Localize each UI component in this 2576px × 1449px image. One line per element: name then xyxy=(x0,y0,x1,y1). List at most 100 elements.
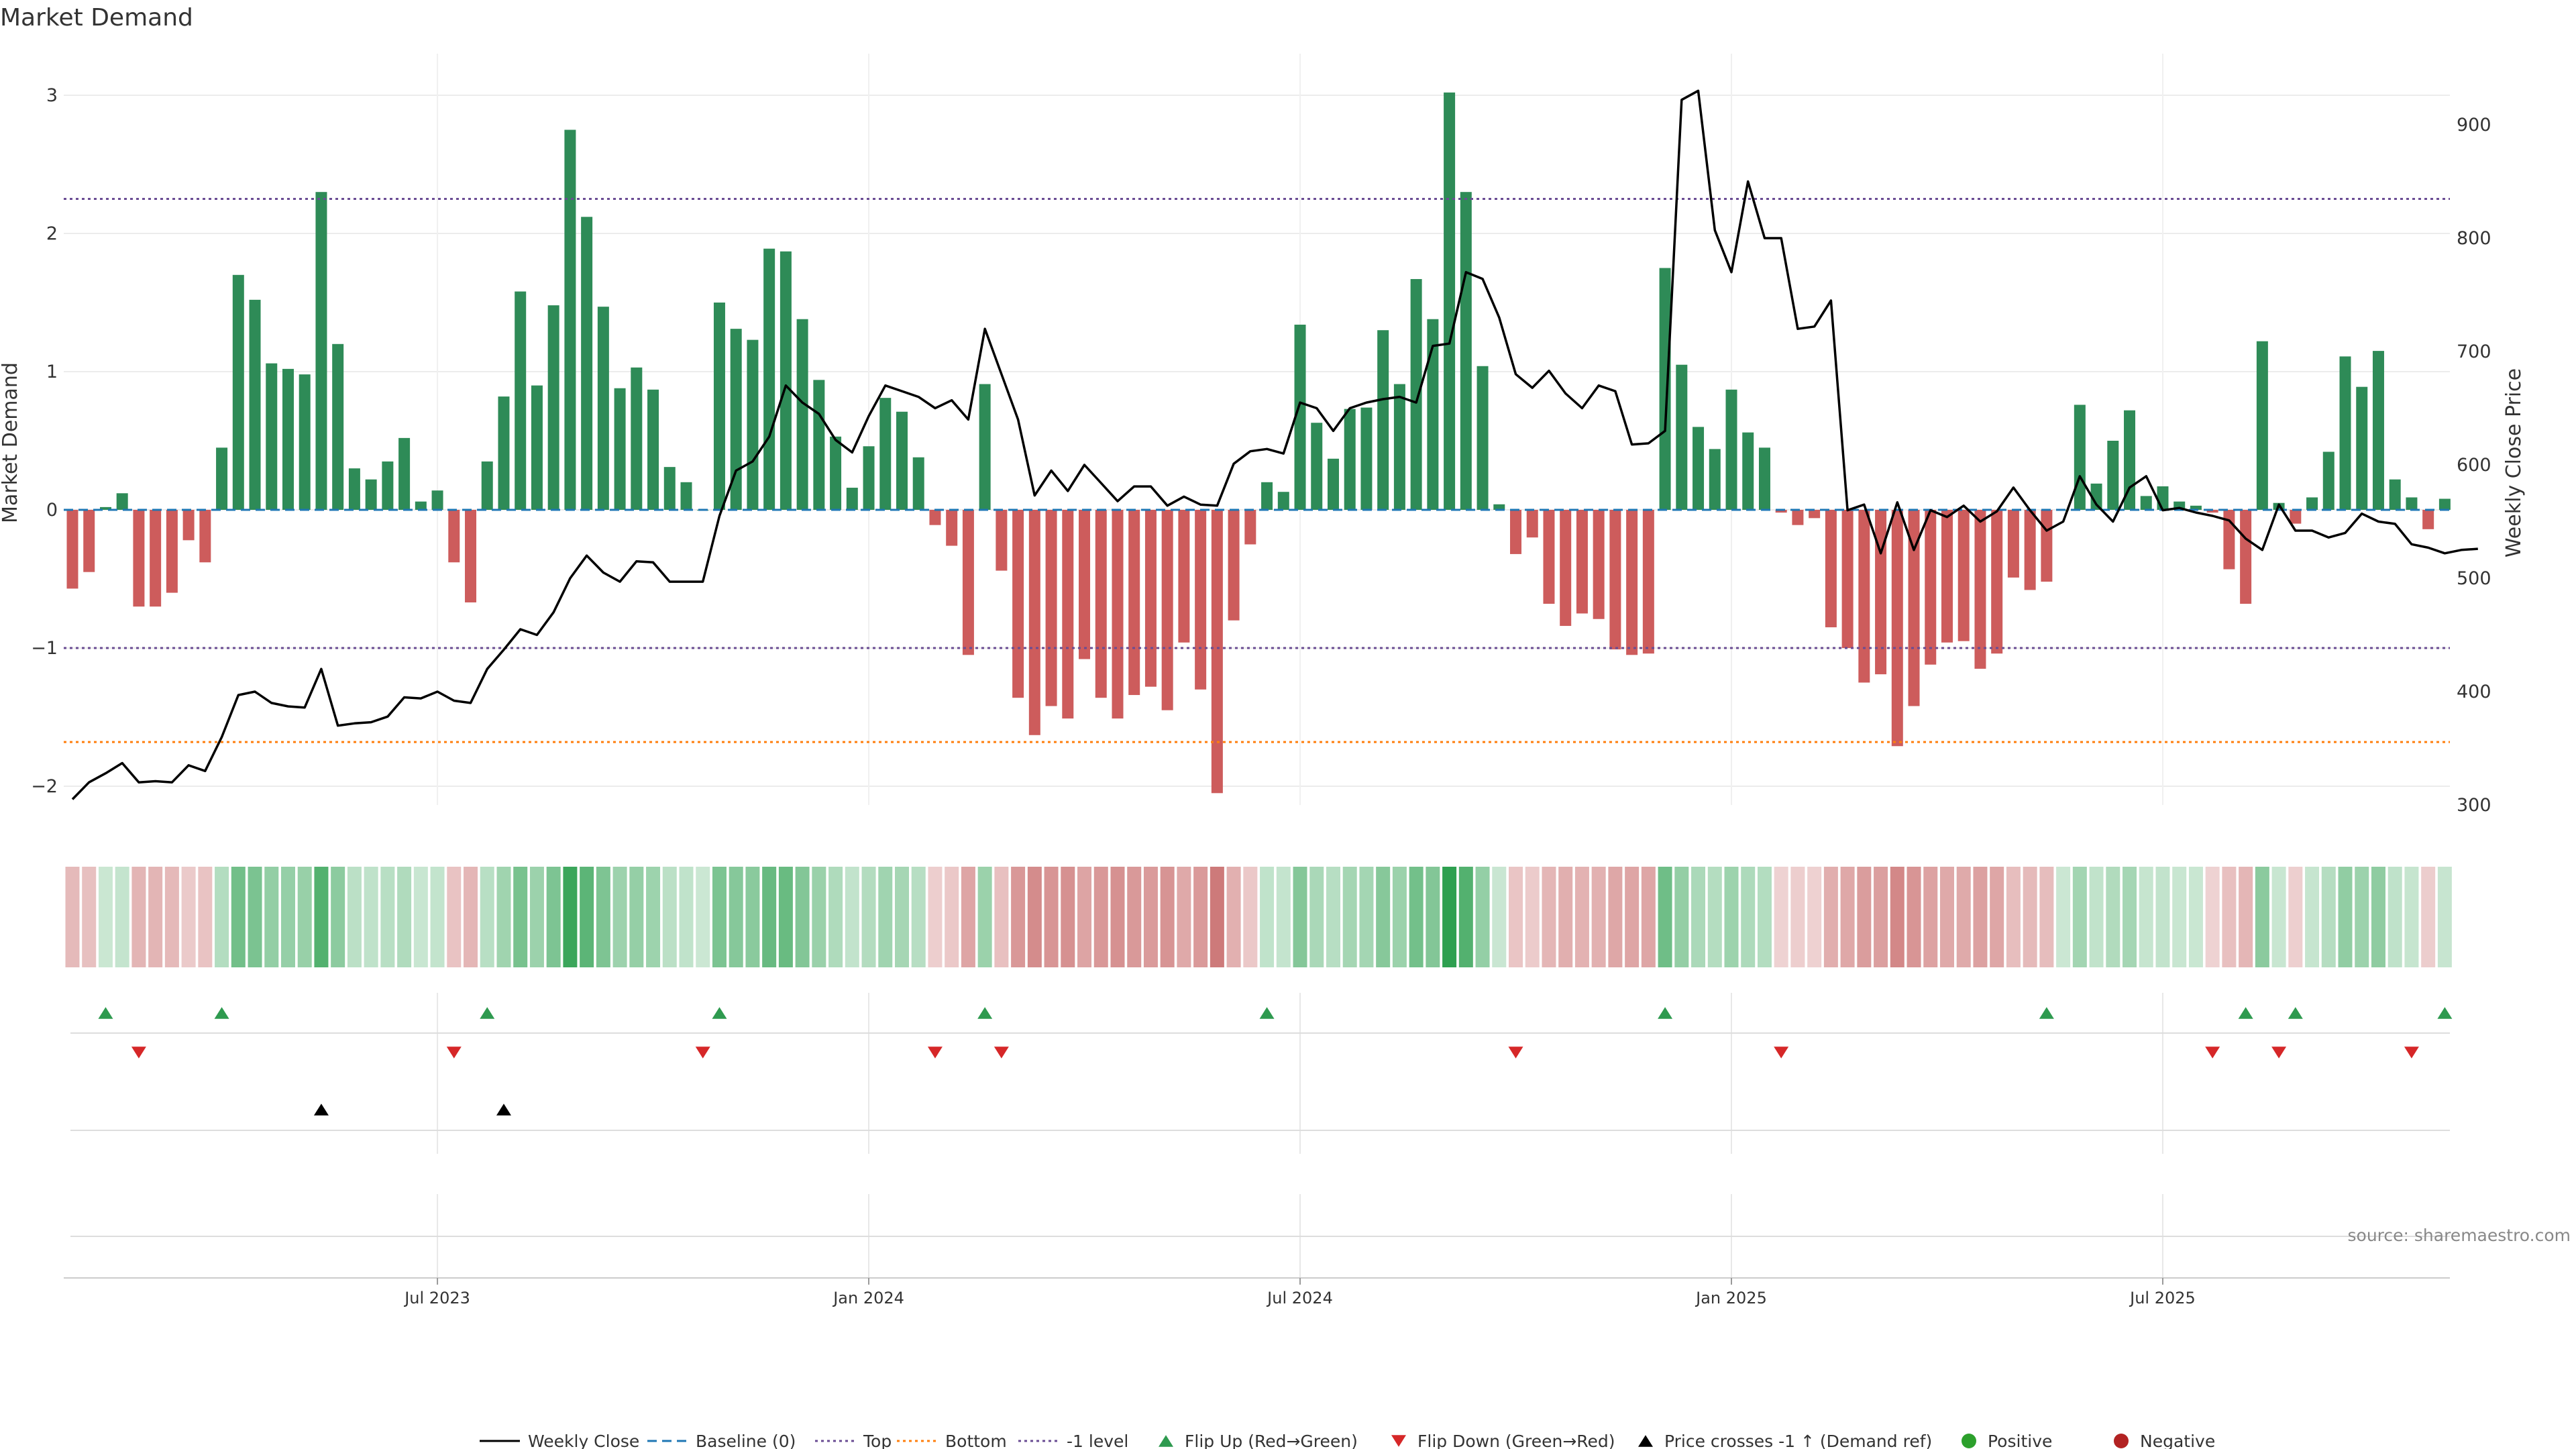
right-tick-label: 300 xyxy=(2457,795,2491,816)
demand-bar xyxy=(1144,510,1157,687)
x-axis: Jul 2023 Jan 2024 Jul 2024 Jan 2025 Jul 2025 xyxy=(64,1277,2450,1307)
demand-bar xyxy=(1676,364,1688,510)
legend-item: Price crosses -1 ↑ (Demand ref) xyxy=(1638,1432,1932,1449)
legend-swatch xyxy=(1638,1435,1653,1447)
heat-cell xyxy=(480,867,494,967)
demand-bars xyxy=(66,92,2451,794)
flip-up-marker xyxy=(977,1007,993,1019)
heat-cell xyxy=(1874,867,1888,967)
demand-bar xyxy=(83,510,95,572)
demand-bar xyxy=(2422,510,2434,529)
left-tick-label: 0 xyxy=(46,500,58,521)
legend-label: Baseline (0) xyxy=(696,1432,796,1449)
demand-bar xyxy=(2206,510,2218,513)
heat-cell xyxy=(1757,867,1772,967)
heat-cell xyxy=(447,867,462,967)
demand-bar xyxy=(66,510,78,589)
heat-cell xyxy=(280,867,295,967)
demand-bar xyxy=(150,510,162,607)
price-cross-marker xyxy=(313,1104,329,1116)
heat-cell xyxy=(1027,867,1042,967)
heat-cell xyxy=(861,867,876,967)
demand-bar xyxy=(415,501,427,510)
demand-bar xyxy=(1858,510,1870,683)
demand-bar xyxy=(2256,341,2268,510)
heat-cell xyxy=(1973,867,1988,967)
demand-bar xyxy=(1725,389,1737,510)
demand-heat-strip xyxy=(65,867,2452,967)
demand-bar xyxy=(1510,510,1522,554)
legend-swatch xyxy=(1159,1435,1173,1447)
heat-cell xyxy=(2239,867,2253,967)
heat-cell xyxy=(1177,867,1191,967)
demand-bar xyxy=(1576,510,1588,614)
demand-bar xyxy=(1593,510,1605,619)
demand-bar xyxy=(2041,510,2053,582)
demand-bar xyxy=(199,510,211,563)
right-tick-label: 600 xyxy=(2457,455,2491,476)
heat-cell xyxy=(2371,867,2385,967)
legend-item: Negative xyxy=(2114,1432,2215,1449)
heat-cell xyxy=(2089,867,2104,967)
demand-bar xyxy=(216,447,228,510)
demand-bar xyxy=(631,367,643,510)
heat-cell xyxy=(1426,867,1440,967)
heat-cell xyxy=(580,867,594,967)
demand-bar xyxy=(979,384,991,510)
demand-bar xyxy=(1560,510,1572,627)
heat-cell xyxy=(1276,867,1291,967)
demand-bar xyxy=(2240,510,2252,604)
demand-bar xyxy=(348,468,360,510)
demand-bar xyxy=(929,510,941,525)
heat-cell xyxy=(1143,867,1158,967)
demand-bar xyxy=(912,457,924,510)
heat-cell xyxy=(397,867,412,967)
legend-item: Baseline (0) xyxy=(647,1432,796,1449)
heat-cell xyxy=(696,867,710,967)
heat-cell xyxy=(1641,867,1656,967)
heat-cell xyxy=(1160,867,1175,967)
demand-bar xyxy=(1112,510,1124,719)
legend: Weekly Close Baseline (0) Top Bottom -1 leve… xyxy=(480,1432,2215,1449)
demand-bar xyxy=(2356,386,2368,510)
demand-bar xyxy=(1294,324,1306,510)
demand-bar xyxy=(398,437,411,510)
demand-bar xyxy=(2090,483,2102,510)
heat-cell xyxy=(1840,867,1855,967)
heat-cell xyxy=(812,867,826,967)
heat-cell xyxy=(1509,867,1523,967)
demand-bar xyxy=(547,305,559,510)
heat-cell xyxy=(1823,867,1838,967)
demand-bar xyxy=(266,363,278,510)
left-tick-label: −2 xyxy=(31,776,58,797)
heat-cell xyxy=(1326,867,1340,967)
demand-bar xyxy=(1642,510,1654,654)
demand-bar xyxy=(1028,510,1040,735)
flip-down-marker xyxy=(2205,1046,2220,1059)
demand-bar xyxy=(2140,496,2152,510)
heat-cell xyxy=(546,867,561,967)
heat-cell xyxy=(331,867,345,967)
legend-label: Bottom xyxy=(945,1432,1007,1449)
heat-cell xyxy=(911,867,926,967)
demand-bar xyxy=(2107,441,2119,510)
legend-item: -1 level xyxy=(1018,1432,1128,1449)
demand-bar xyxy=(431,490,443,510)
demand-bar xyxy=(962,510,974,655)
heat-cell xyxy=(1127,867,1142,967)
heat-cell xyxy=(297,867,312,967)
demand-bar xyxy=(1891,510,1903,747)
heat-cell xyxy=(596,867,610,967)
demand-bar xyxy=(1775,510,1787,513)
demand-bar xyxy=(2007,510,2019,578)
heat-cell xyxy=(1857,867,1872,967)
weekly-close-line xyxy=(71,89,2478,800)
demand-bar xyxy=(1742,432,1754,510)
heat-cell xyxy=(231,867,246,967)
legend-swatch xyxy=(1962,1434,1976,1448)
demand-bar xyxy=(1344,409,1356,510)
demand-bar xyxy=(1825,510,1837,628)
heat-cell xyxy=(1011,867,1026,967)
heat-cell xyxy=(513,867,528,967)
heat-cell xyxy=(2387,867,2402,967)
